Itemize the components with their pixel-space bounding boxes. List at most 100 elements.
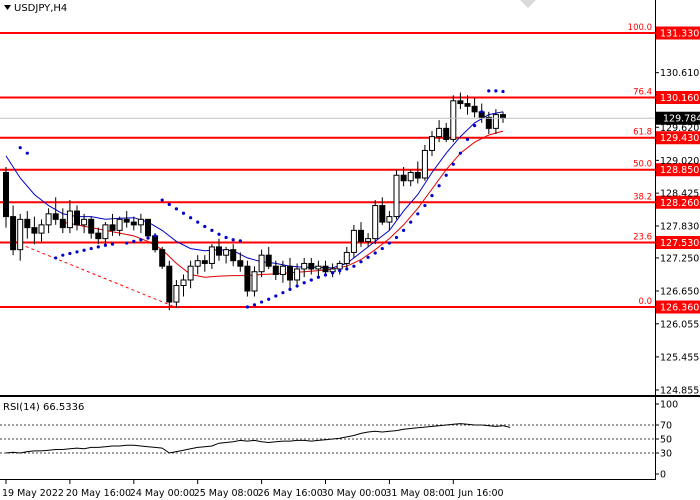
candle-body xyxy=(216,246,222,256)
candle xyxy=(393,169,400,220)
candle xyxy=(464,95,471,115)
candle xyxy=(38,219,45,242)
sar-dot xyxy=(210,228,214,232)
one-click-trading-corner-icon[interactable] xyxy=(520,0,536,8)
candle xyxy=(102,222,109,247)
x-tick-label: 1 Jun 16:00 xyxy=(449,488,503,499)
candle xyxy=(130,216,137,231)
candle xyxy=(407,169,414,187)
candle-body xyxy=(308,262,315,270)
candle-body xyxy=(471,105,478,113)
fib-price-tag xyxy=(656,91,700,105)
sar-dot xyxy=(494,89,498,93)
candle xyxy=(308,257,315,275)
fib-price-tag xyxy=(656,131,700,145)
sar-dot xyxy=(18,146,22,150)
candle xyxy=(74,205,80,231)
parabolic-sar-series xyxy=(18,89,505,309)
fibonacci-retracement[interactable]: 100.0 131.330 76.4 130.160 61.8 129.430 50.0 12… xyxy=(0,23,700,314)
fib-ratio-label: 61.8 xyxy=(633,128,652,138)
rsi-y-tick-label: 30 xyxy=(660,449,672,460)
rsi-y-tick-label: 100 xyxy=(660,400,678,411)
sar-dot xyxy=(380,246,384,251)
candle-body xyxy=(230,249,237,262)
candle-body xyxy=(17,218,24,251)
candle xyxy=(52,197,59,225)
candle-body xyxy=(10,216,17,251)
sar-dot xyxy=(153,234,157,238)
fib-price-tag-label: 128.260 xyxy=(660,198,699,209)
candle xyxy=(400,166,407,187)
x-tick-label: 20 May 16:00 xyxy=(66,488,131,499)
sar-dot xyxy=(267,297,271,301)
candle xyxy=(109,213,116,236)
candle xyxy=(66,200,73,234)
sar-dot xyxy=(231,238,235,242)
candle-body xyxy=(74,210,80,226)
candle-body xyxy=(130,221,137,226)
candle-body xyxy=(287,265,293,281)
candle xyxy=(492,109,499,134)
candle-body xyxy=(485,116,492,129)
fib-price-tag-label: 129.430 xyxy=(660,133,699,144)
sar-dot xyxy=(345,267,349,271)
sar-dot xyxy=(366,255,370,259)
rsi-panel: 100 70 50 30 0 xyxy=(0,400,678,481)
current-price-label: 129.784 xyxy=(663,114,700,125)
candle-body xyxy=(38,224,45,234)
candle-body xyxy=(421,149,428,179)
candle-body xyxy=(315,265,322,270)
sar-dot xyxy=(61,253,65,257)
sar-dot xyxy=(189,216,193,220)
sar-dot xyxy=(274,294,278,298)
candle-body xyxy=(265,254,272,267)
candle-body xyxy=(457,100,464,105)
sar-dot xyxy=(402,228,406,232)
candle xyxy=(173,279,180,308)
candle-body xyxy=(59,218,66,229)
sar-dot xyxy=(96,245,100,249)
y-tick-label: 128.425 xyxy=(660,189,699,200)
rsi-y-tick-label: 70 xyxy=(660,421,672,432)
sar-dot xyxy=(181,211,186,215)
chart-menu-triangle-icon[interactable] xyxy=(4,5,11,10)
sar-dot xyxy=(473,124,477,128)
candle-body xyxy=(429,136,435,151)
current-price-tag xyxy=(656,111,700,125)
fib-price-tag xyxy=(656,195,700,209)
candle-body xyxy=(407,171,414,182)
candle xyxy=(3,166,9,228)
candle-body xyxy=(88,218,95,234)
candle xyxy=(343,246,350,269)
candle-body xyxy=(436,127,443,138)
sar-dot xyxy=(487,89,491,93)
sar-dot xyxy=(338,269,342,273)
sar-dot xyxy=(125,241,129,245)
sar-dot xyxy=(323,273,328,277)
candle xyxy=(358,222,364,247)
candle xyxy=(258,249,265,278)
fib-price-tag-label: 127.530 xyxy=(660,238,699,249)
y-tick-label: 129.620 xyxy=(660,123,699,134)
candle xyxy=(443,122,450,143)
candle-body xyxy=(358,229,364,242)
rsi-label: RSI(14) 66.5336 xyxy=(3,402,84,413)
sar-dot xyxy=(331,271,335,275)
candle-body xyxy=(24,218,31,229)
candle-body xyxy=(322,265,329,273)
candle xyxy=(194,255,201,275)
sar-dot xyxy=(373,251,377,255)
sar-dot xyxy=(217,232,221,236)
candle-body xyxy=(365,238,372,242)
sar-dot xyxy=(25,151,29,155)
sar-dot xyxy=(252,303,257,307)
sar-dot xyxy=(110,242,115,246)
candle-body xyxy=(343,251,350,264)
candle-body xyxy=(31,227,38,234)
sar-dot xyxy=(174,207,178,211)
sar-dot xyxy=(82,248,86,252)
candle xyxy=(31,216,38,245)
y-tick-label: 125.455 xyxy=(660,352,699,363)
candle-body xyxy=(237,260,244,267)
